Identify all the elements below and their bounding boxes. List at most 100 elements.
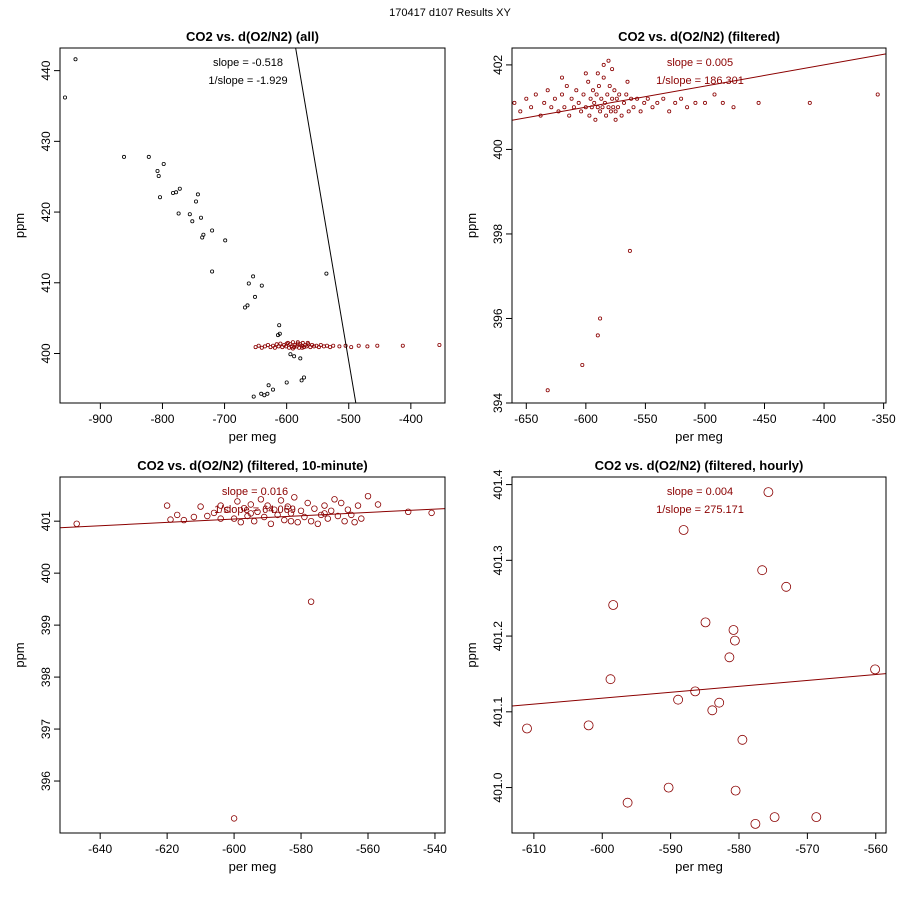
data-point <box>714 697 725 708</box>
data-point <box>348 511 355 519</box>
data-point <box>728 625 739 635</box>
data-point <box>608 109 613 114</box>
data-point <box>321 344 326 349</box>
data-point <box>344 506 352 513</box>
data-point <box>604 113 609 118</box>
x-tick-label: -610 <box>522 842 546 856</box>
data-point <box>617 92 622 97</box>
data-point <box>593 117 598 122</box>
data-point <box>720 100 725 105</box>
data-point <box>650 105 655 110</box>
data-point <box>616 105 621 110</box>
data-point <box>271 506 278 513</box>
data-point <box>737 734 748 745</box>
y-tick-label: 401 <box>39 511 53 531</box>
data-point <box>210 228 215 233</box>
data-point <box>210 509 218 517</box>
data-point <box>341 518 348 525</box>
data-point <box>278 341 283 346</box>
data-point <box>252 294 257 299</box>
x-tick-label: -540 <box>423 842 447 856</box>
data-point <box>437 342 442 347</box>
plot-frame <box>511 476 887 834</box>
chart-hourly: CO2 vs. d(O2/N2) (filtered, hourly) -610 -… <box>464 458 888 874</box>
data-point <box>197 503 204 510</box>
data-point <box>625 79 630 84</box>
data-point <box>581 92 586 97</box>
y-tick-label: 400 <box>491 139 505 159</box>
data-point <box>223 238 228 243</box>
data-point <box>304 499 311 507</box>
data-point <box>622 100 627 105</box>
y-tick-label: 400 <box>39 343 53 363</box>
data-point <box>592 100 597 105</box>
data-point <box>756 100 761 105</box>
data-point <box>259 391 264 396</box>
data-point <box>298 356 303 361</box>
data-point <box>673 100 678 105</box>
data-point <box>638 109 643 114</box>
data-point <box>259 283 264 288</box>
data-point <box>601 62 606 67</box>
data-point <box>277 497 285 504</box>
data-point <box>217 515 224 522</box>
data-point <box>693 100 698 105</box>
data-point <box>673 694 683 705</box>
data-point <box>560 92 565 97</box>
y-tick-label: 420 <box>39 202 53 222</box>
data-point <box>614 96 619 101</box>
data-point <box>619 113 624 118</box>
data-point <box>374 501 382 508</box>
data-point <box>287 518 295 525</box>
data-point <box>763 487 774 498</box>
data-point <box>667 109 672 114</box>
data-point <box>731 105 736 110</box>
data-point <box>193 199 198 204</box>
x-tick-label: -590 <box>659 842 683 856</box>
data-point <box>730 785 741 796</box>
data-point <box>612 88 617 93</box>
data-point <box>364 493 372 500</box>
x-tick-label: -580 <box>727 842 751 856</box>
data-point <box>176 211 181 216</box>
data-point <box>234 498 241 505</box>
x-tick-label: -550 <box>633 412 657 426</box>
data-point <box>284 341 289 346</box>
x-tick-label: -500 <box>693 412 717 426</box>
data-point <box>642 100 647 105</box>
data-point <box>307 598 315 605</box>
data-point <box>266 383 271 388</box>
data-point <box>247 501 254 508</box>
points-layer <box>512 58 880 393</box>
data-point <box>870 664 880 675</box>
data-point <box>645 96 650 101</box>
data-point <box>324 515 331 522</box>
data-point <box>251 394 256 399</box>
data-point <box>576 100 581 105</box>
figure-title: 170417 d107 Results XY <box>389 7 511 19</box>
data-point <box>272 345 277 350</box>
data-point <box>297 507 305 514</box>
data-point <box>264 502 271 509</box>
data-point <box>253 345 258 350</box>
data-point <box>724 652 735 663</box>
chart-title: CO2 vs. d(O2/N2) (filtered, 10-minute) <box>137 458 367 473</box>
data-point <box>311 344 316 349</box>
x-tick-label: -600 <box>574 412 598 426</box>
x-tick-label: -400 <box>399 412 423 426</box>
data-point <box>195 192 200 197</box>
data-point <box>259 345 264 350</box>
y-axis-label: ppm <box>12 213 27 238</box>
data-point <box>552 96 557 101</box>
data-point <box>281 516 288 524</box>
data-point <box>190 513 198 521</box>
data-point <box>626 109 631 114</box>
data-point <box>311 505 318 512</box>
data-point <box>598 109 603 114</box>
data-point <box>622 797 633 808</box>
data-point <box>599 96 604 101</box>
data-point <box>655 100 660 105</box>
data-point <box>210 269 215 274</box>
data-point <box>284 380 289 385</box>
